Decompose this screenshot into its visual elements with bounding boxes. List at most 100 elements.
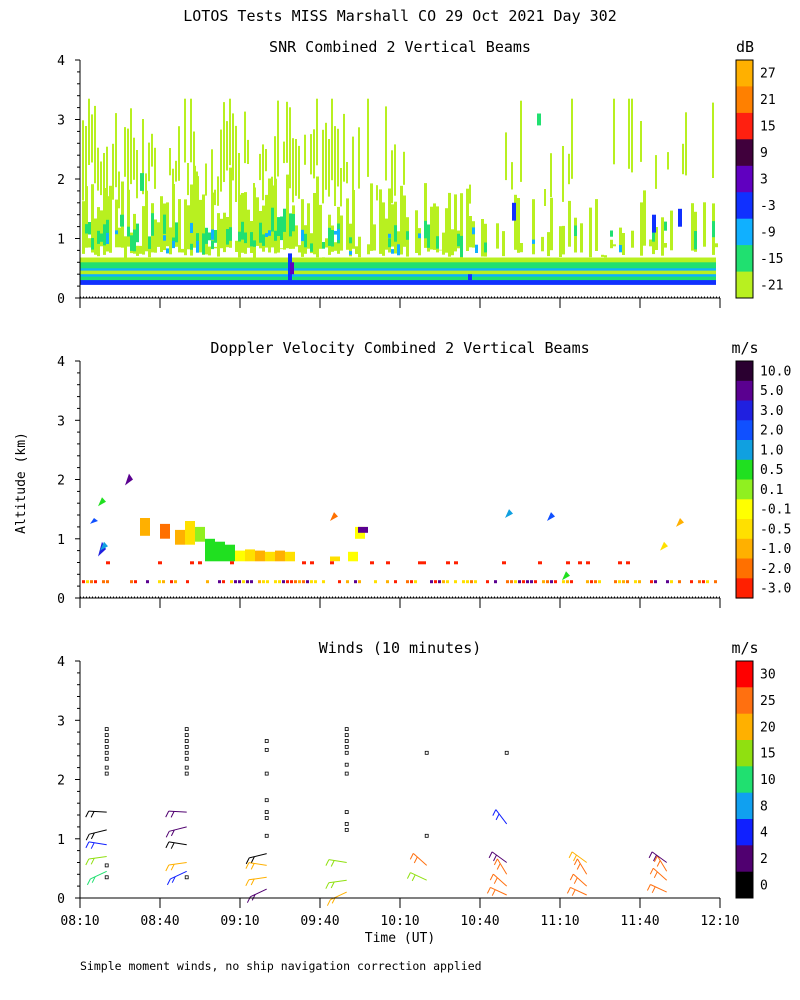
snr-cell (418, 228, 421, 256)
doppler-cell (454, 561, 458, 565)
snr-cell (388, 238, 391, 248)
x-axis-label: Time (UT) (365, 931, 435, 946)
snr-cell (226, 229, 229, 245)
snr-cell (400, 185, 403, 255)
doppler-cell (562, 571, 570, 581)
snr-cell (238, 231, 241, 242)
snr-cell (418, 233, 421, 239)
winds-plot-area (85, 727, 668, 906)
wind-barb (88, 841, 107, 846)
doppler-cell (618, 580, 621, 584)
wind-barb (249, 853, 267, 859)
doppler-cell (386, 561, 390, 565)
snr-cell (469, 184, 471, 204)
wind-barb (328, 879, 347, 884)
wind-barb-feather (326, 899, 331, 906)
doppler-y-tick-label: 0 (57, 592, 65, 607)
doppler-cell (358, 526, 368, 533)
doppler-colorbar-label: -0.1 (760, 503, 791, 518)
snr-cell (424, 220, 427, 239)
snr-cell (307, 203, 310, 249)
snr-cell (511, 162, 513, 190)
doppler-cell (285, 551, 295, 562)
wind-barb (412, 853, 428, 866)
doppler-cell (526, 580, 529, 584)
snr-cell (265, 233, 268, 237)
snr-cell (337, 228, 340, 240)
winds-missing-marker (104, 727, 109, 731)
snr-y-tick-label: 2 (57, 173, 65, 188)
doppler-colorbar-unit: m/s (731, 339, 758, 357)
doppler-cell (534, 580, 537, 584)
wind-barb-feather (649, 867, 654, 875)
snr-cell (562, 146, 564, 202)
page-title: LOTOS Tests MISS Marshall CO 29 Oct 2021… (183, 7, 616, 25)
wind-barb-feather (250, 878, 255, 886)
snr-cell (322, 242, 325, 249)
snr-cell (127, 189, 130, 247)
doppler-cell (186, 580, 189, 584)
doppler-cell (354, 580, 357, 584)
snr-cell (334, 242, 337, 251)
wind-barb-feather (165, 864, 170, 872)
doppler-cell (222, 580, 225, 584)
doppler-panel: Doppler Velocity Combined 2 Vertical Bea… (57, 339, 791, 608)
snr-cell (544, 189, 546, 206)
wind-barb-feather (493, 854, 497, 862)
snr-cell (468, 274, 472, 281)
snr-cell (574, 225, 577, 236)
snr-cell (140, 173, 144, 191)
x-tick-label: 08:10 (60, 914, 99, 929)
snr-colorbar-label: -21 (760, 278, 783, 293)
winds-colorbar-label: 4 (760, 826, 768, 841)
snr-cell (223, 212, 226, 253)
snr-cell (595, 199, 598, 251)
snr-layer (80, 270, 716, 275)
wind-barb-feather (325, 882, 330, 889)
wind-barb-feather (330, 881, 335, 889)
wind-barb-feather (85, 810, 90, 818)
doppler-title: Doppler Velocity Combined 2 Vertical Bea… (210, 339, 589, 357)
snr-cell (262, 144, 264, 201)
snr-colorbar-unit: dB (736, 38, 754, 56)
doppler-colorbar-swatch (736, 519, 753, 540)
snr-cell (166, 202, 169, 247)
snr-cell (313, 129, 315, 179)
wind-barb (650, 884, 667, 893)
doppler-cell (262, 580, 265, 584)
snr-cell (484, 223, 487, 257)
snr-cell (382, 202, 385, 256)
snr-y-tick-label: 4 (57, 54, 65, 69)
doppler-cell (566, 580, 569, 584)
winds-missing-marker (424, 833, 429, 838)
doppler-cell (670, 580, 673, 584)
doppler-cell (586, 580, 589, 584)
wind-barb-feather (165, 841, 170, 849)
winds-colorbar-unit: m/s (731, 639, 758, 657)
snr-cell (448, 192, 451, 257)
snr-cell (253, 240, 256, 247)
snr-cell (340, 168, 342, 207)
snr-cell (562, 225, 565, 255)
snr-cell (406, 231, 409, 240)
snr-cell (205, 163, 207, 196)
wind-barb-feather (90, 858, 95, 865)
snr-cell (202, 194, 205, 255)
doppler-cell (690, 580, 693, 584)
snr-cell (316, 176, 319, 258)
winds-missing-marker (264, 748, 269, 752)
x-tick-label: 08:40 (140, 914, 179, 929)
snr-cell (678, 208, 682, 227)
snr-cell (547, 232, 550, 257)
snr-colorbar-label: 27 (760, 67, 776, 82)
snr-cell (403, 151, 405, 185)
doppler-cell (554, 580, 557, 584)
snr-cell (469, 216, 472, 248)
snr-cell (568, 153, 570, 185)
doppler-cell (438, 580, 441, 584)
snr-cell (208, 246, 211, 256)
snr-cell (175, 160, 177, 182)
snr-cell (82, 120, 84, 201)
doppler-cell (195, 526, 205, 542)
snr-colorbar-swatch (736, 165, 753, 193)
